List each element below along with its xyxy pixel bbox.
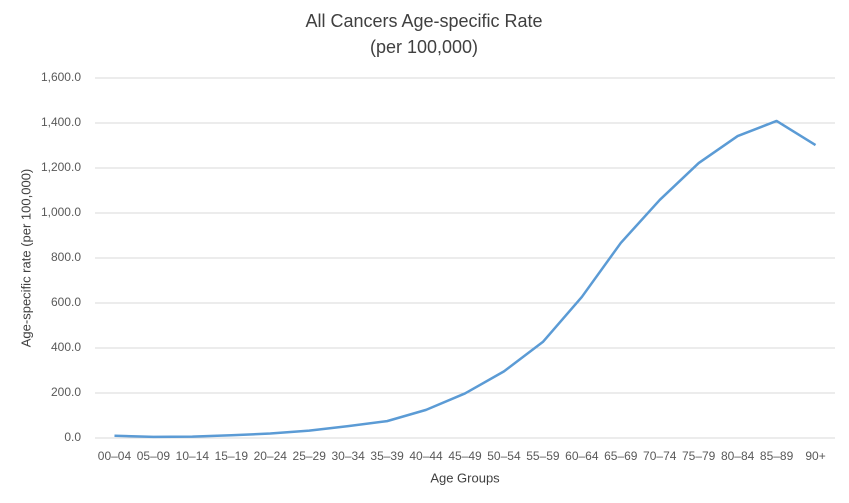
x-tick-label: 30–34 <box>331 449 365 463</box>
chart-title: All Cancers Age-specific Rate <box>305 11 542 31</box>
x-tick-label: 15–19 <box>215 449 249 463</box>
x-tick-label: 10–14 <box>176 449 210 463</box>
x-tick-label: 90+ <box>805 449 825 463</box>
y-tick-label: 0.0 <box>64 430 81 444</box>
x-tick-label: 20–24 <box>254 449 288 463</box>
x-tick-label: 45–49 <box>448 449 482 463</box>
y-tick-label: 1,400.0 <box>41 115 81 129</box>
y-axis-title: Age-specific rate (per 100,000) <box>18 169 33 347</box>
x-tick-label: 50–54 <box>487 449 521 463</box>
x-tick-label: 35–39 <box>370 449 404 463</box>
y-tick-label: 1,000.0 <box>41 205 81 219</box>
x-tick-label: 60–64 <box>565 449 599 463</box>
y-tick-label: 600.0 <box>51 295 81 309</box>
x-tick-label: 65–69 <box>604 449 638 463</box>
x-tick-label: 55–59 <box>526 449 560 463</box>
data-line <box>114 119 817 439</box>
x-tick-label: 85–89 <box>760 449 794 463</box>
x-tick-label: 70–74 <box>643 449 677 463</box>
y-tick-label: 1,200.0 <box>41 160 81 174</box>
chart-subtitle: (per 100,000) <box>370 37 478 57</box>
y-tick-label: 800.0 <box>51 250 81 264</box>
x-tick-label: 80–84 <box>721 449 755 463</box>
y-tick-label: 400.0 <box>51 340 81 354</box>
x-tick-label: 00–04 <box>98 449 132 463</box>
x-axis-title: Age Groups <box>430 470 500 485</box>
y-tick-label: 1,600.0 <box>41 70 81 84</box>
y-tick-label: 200.0 <box>51 385 81 399</box>
x-tick-label: 40–44 <box>409 449 443 463</box>
x-tick-label: 75–79 <box>682 449 716 463</box>
x-tick-label: 25–29 <box>293 449 327 463</box>
x-tick-label: 05–09 <box>137 449 171 463</box>
